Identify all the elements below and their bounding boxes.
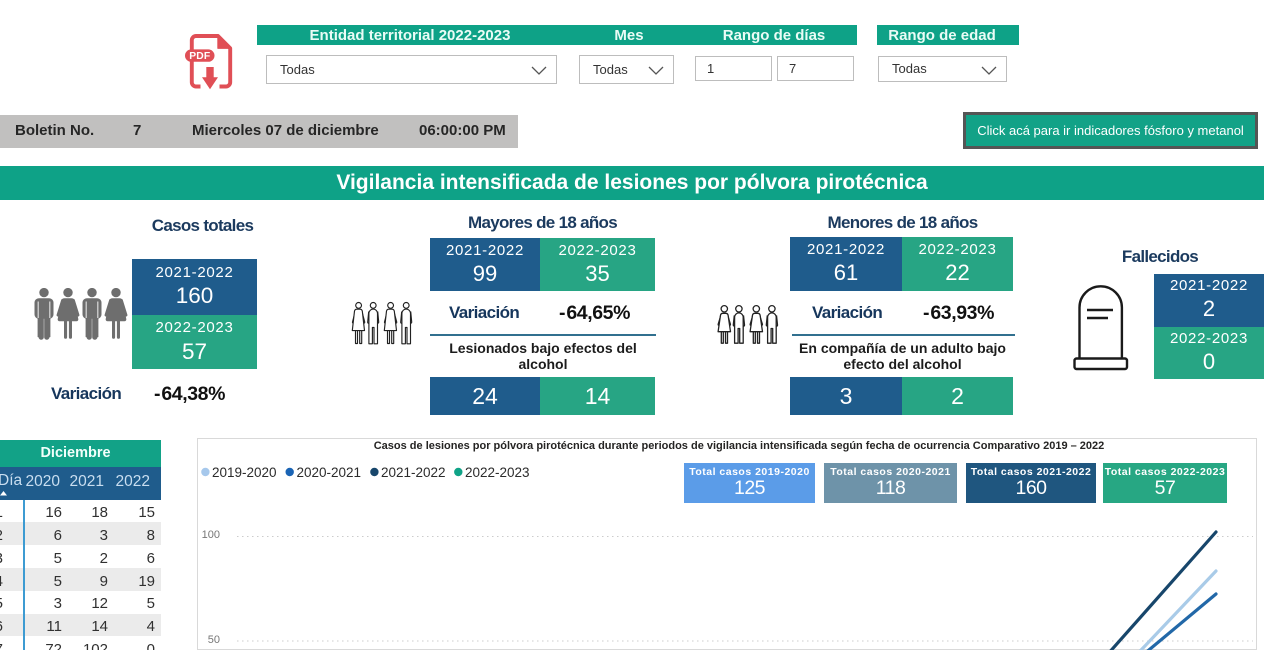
svg-text:PDF: PDF [189,51,210,62]
